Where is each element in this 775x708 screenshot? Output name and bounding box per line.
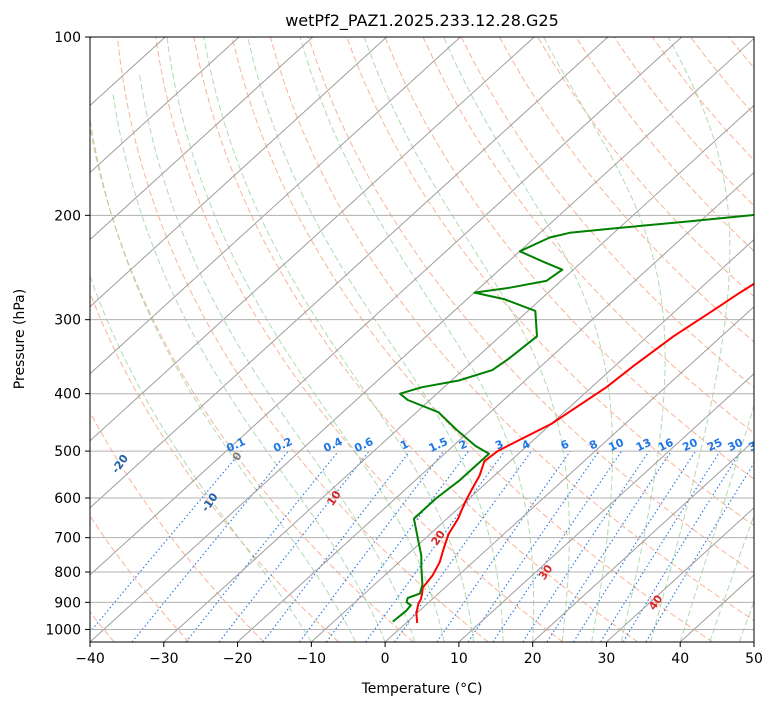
isotherm-line (606, 507, 754, 642)
x-axis-label: Temperature (°C) (361, 681, 483, 697)
y-tick-label: 700 (54, 531, 81, 547)
y-tick-label: 800 (54, 565, 81, 581)
moist-adiabat-line (112, 94, 386, 642)
mixing-ratio-line (573, 450, 696, 642)
dry-adiabat-line (499, 37, 754, 343)
x-tick-label: 0 (381, 651, 390, 667)
x-tick-label: 10 (450, 651, 468, 667)
plot-area: 0.10.20.40.611.52346810131620253036-100-… (90, 37, 766, 642)
isotherm-line (90, 37, 683, 576)
moist-adiabat-line (166, 37, 445, 642)
moist-adiabat-line (138, 72, 416, 642)
mixing-ratio-label: 30 (726, 436, 746, 454)
isotherm-line (90, 37, 609, 509)
x-tick-label: −30 (149, 651, 179, 667)
y-tick-label: 900 (54, 595, 81, 611)
pressure-gridlines (90, 37, 754, 630)
y-tick-label: 1000 (45, 622, 81, 638)
isotherm-line (90, 37, 314, 241)
isotherm-line (458, 373, 754, 642)
mixing-ratio-label: 25 (705, 436, 724, 454)
y-tick-label: 600 (54, 491, 81, 507)
mixing-ratio-line (299, 450, 445, 642)
mixing-ratio-label: 10 (607, 436, 627, 454)
dry-adiabat-line (384, 37, 754, 480)
dry-adiabat-line (308, 37, 754, 574)
y-axis: 1000 900 800 700 600 500 400 300 200 100 (45, 30, 90, 638)
y-tick-label: 500 (54, 444, 81, 460)
mixing-ratio-line (90, 450, 242, 633)
dry-adiabat-line (90, 411, 265, 642)
x-tick-label: −20 (223, 651, 253, 667)
mixing-ratio-label: 16 (656, 436, 676, 454)
y-tick-label: 100 (54, 30, 81, 46)
isotherm-line (532, 440, 754, 642)
mixing-ratio-line (185, 450, 339, 642)
isotherm-line (237, 171, 754, 642)
moist-adiabat-line (363, 37, 570, 642)
dewpoint-profile (392, 213, 754, 623)
mixing-ratio-line (622, 450, 742, 642)
mixing-ratio-line (522, 450, 650, 642)
temperature-profile (415, 282, 754, 623)
isotherm-line (90, 37, 461, 375)
plot-frame (89, 36, 755, 643)
mixing-ratio-line (467, 450, 600, 642)
moist-adiabat-line (203, 37, 475, 642)
dry-adiabat-line (90, 291, 339, 642)
moist-adiabat-line (543, 37, 666, 642)
moist-adiabat-line (679, 403, 754, 642)
x-tick-label: −10 (297, 651, 327, 667)
x-axis: −40 −30 −20 −10 0 10 20 30 40 50 (75, 642, 763, 667)
dry-adiabat-line (90, 515, 190, 642)
isotherms (90, 37, 754, 642)
isotherm-line (384, 305, 754, 642)
dry-adiabat-line (537, 37, 754, 298)
isotherm-line (90, 37, 535, 442)
moist-adiabat-line (299, 37, 535, 642)
dry-adiabat-line (116, 37, 489, 642)
mixing-ratio-label: 20 (680, 436, 700, 454)
chart-title: wetPf2_PAZ1.2025.233.12.28.G25 (285, 11, 559, 31)
mixing-ratio-label: 13 (634, 436, 653, 454)
isotherm-line (90, 37, 754, 642)
mixing-ratio-label: 36 (746, 436, 766, 454)
isotherm-line (90, 37, 240, 174)
x-tick-label: 50 (745, 651, 763, 667)
isotherm-line (90, 37, 387, 308)
isotherm-line (163, 104, 754, 642)
mixing-ratio-line (325, 450, 470, 642)
x-tick-label: 30 (598, 651, 616, 667)
dry-adiabat-line (460, 37, 754, 389)
y-tick-label: 400 (54, 387, 81, 403)
dry-adiabat-line (155, 37, 564, 642)
mixing-ratio-line (645, 462, 754, 642)
mixing-ratio-line (436, 450, 571, 642)
mixing-ratio-line (131, 450, 289, 642)
mixing-ratio-line (492, 450, 623, 642)
x-tick-label: 40 (671, 651, 689, 667)
moist-adiabat-line (443, 37, 613, 642)
dry-adiabat-line (269, 37, 754, 622)
y-tick-label: 200 (54, 208, 81, 224)
x-tick-label: −40 (75, 651, 105, 667)
sounding-series (392, 213, 754, 623)
isotherm-line (310, 238, 754, 642)
moist-adiabat-line (90, 115, 357, 642)
dry-adiabats (90, 37, 754, 642)
moist-adiabat-line (650, 37, 731, 642)
x-tick-label: 20 (524, 651, 542, 667)
mixing-ratio-line (546, 450, 672, 642)
y-axis-label: Pressure (hPa) (12, 289, 28, 389)
y-tick-label: 300 (54, 313, 81, 329)
